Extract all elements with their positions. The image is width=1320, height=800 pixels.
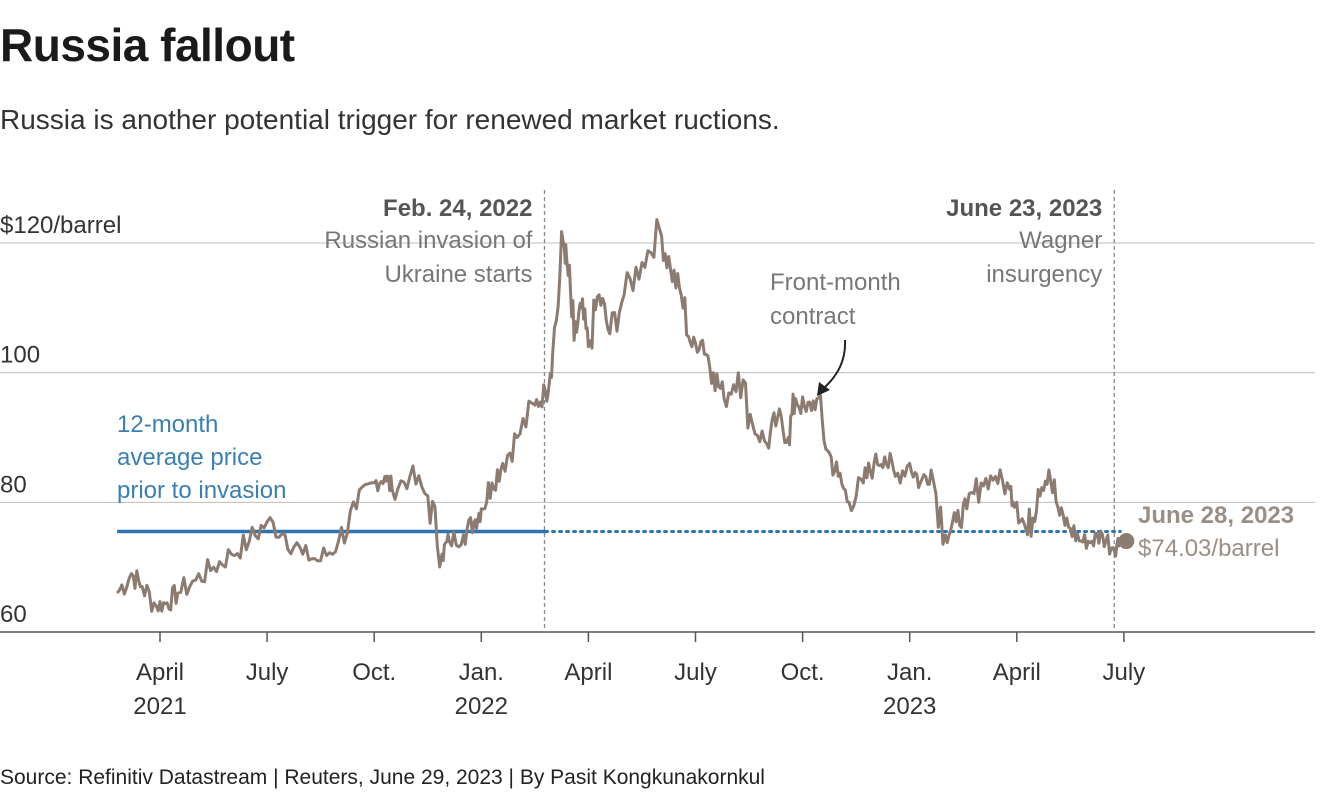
series-label-arrowhead: [817, 382, 830, 396]
x-tick-label-6: Oct.: [781, 659, 825, 686]
x-axis: April 2021 July Oct. Jan. 2022 April July Oct. Ja…: [133, 632, 1145, 720]
end-point-date: June 28, 2023: [1138, 502, 1294, 529]
end-point-value: $74.03/barrel: [1138, 535, 1279, 562]
average-label-2: prior to invasion: [117, 477, 286, 504]
event-label-invasion-0: Russian invasion of: [324, 227, 532, 254]
chart-subtitle: Russia is another potential trigger for …: [0, 104, 780, 135]
average-label-1: average price: [117, 444, 262, 471]
series-label-arrow: [823, 339, 847, 389]
price-series: [116, 218, 1135, 613]
x-tick-label-4: April: [564, 659, 612, 686]
x-tick-label-0: April: [136, 659, 184, 686]
series-label-0: Front-month: [770, 269, 901, 296]
series-label-1: contract: [770, 303, 856, 330]
x-tick-label-8: April: [993, 659, 1041, 686]
x-tick-label-5: July: [674, 659, 717, 686]
event-label-wagner-0: Wagner: [1019, 227, 1102, 254]
end-point-dot: [1118, 533, 1135, 550]
price-series-line: [116, 218, 1122, 613]
chart-title: Russia fallout: [0, 19, 295, 71]
x-tick-label-2: Oct.: [352, 659, 396, 686]
y-tick-label-60: 60: [0, 601, 27, 628]
y-tick-label-80: 80: [0, 471, 27, 498]
x-tick-label-3: Jan.: [459, 659, 504, 686]
event-date-wagner: June 23, 2023: [946, 195, 1102, 222]
x-tick-year-0: 2021: [133, 693, 186, 720]
x-tick-label-9: July: [1103, 659, 1146, 686]
event-markers: [543, 190, 1115, 632]
x-tick-year-7: 2023: [883, 693, 936, 720]
event-label-invasion-1: Ukraine starts: [384, 261, 532, 288]
event-label-wagner-1: insurgency: [986, 261, 1102, 288]
annotations: Feb. 24, 2022 Russian invasion of Ukraine …: [117, 195, 1294, 562]
y-axis-labels: $120/barrel 100 80 60: [0, 212, 121, 628]
x-tick-label-7: Jan.: [887, 659, 932, 686]
y-tick-label-120: $120/barrel: [0, 212, 121, 239]
x-tick-label-1: July: [246, 659, 289, 686]
source-note: Source: Refinitiv Datastream | Reuters, …: [0, 766, 765, 789]
x-tick-year-3: 2022: [455, 693, 508, 720]
y-tick-label-100: 100: [0, 342, 40, 369]
event-date-invasion: Feb. 24, 2022: [383, 195, 532, 222]
grid-lines: [0, 242, 1315, 633]
average-label-0: 12-month: [117, 411, 218, 438]
price-chart: $120/barrel 100 80 60 April 2021 July Oct. Jan.…: [0, 190, 1315, 720]
